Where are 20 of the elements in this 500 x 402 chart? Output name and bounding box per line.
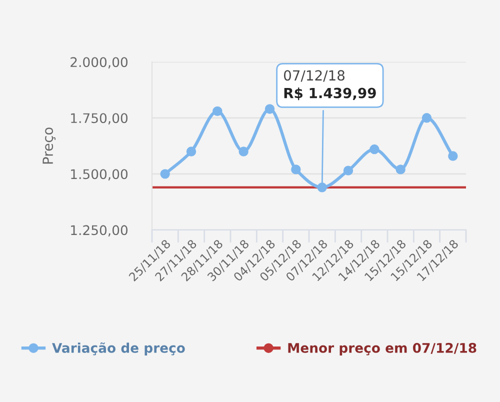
legend-label: Menor preço em 07/12/18 (288, 342, 476, 356)
legend-label: Variação de preço (52, 342, 185, 356)
point (317, 182, 327, 192)
annotation: 07/12/18 R$ 1.439,99 (284, 70, 376, 100)
point (291, 164, 301, 174)
point (160, 169, 170, 179)
y-tick-label: 1.750,00 (71, 113, 128, 124)
point (396, 164, 406, 174)
point (238, 146, 248, 156)
point (448, 151, 458, 161)
point (264, 104, 275, 114)
point (370, 144, 380, 154)
y-tick-label: 2.000,00 (70, 57, 128, 68)
y-axis-title: Preço (42, 128, 56, 164)
y-tick-label: 1.500,00 (71, 169, 128, 180)
point (212, 106, 222, 116)
point (422, 113, 432, 123)
y-tick-label: 1.250,00 (71, 225, 128, 236)
point (186, 146, 196, 156)
point (343, 166, 354, 176)
